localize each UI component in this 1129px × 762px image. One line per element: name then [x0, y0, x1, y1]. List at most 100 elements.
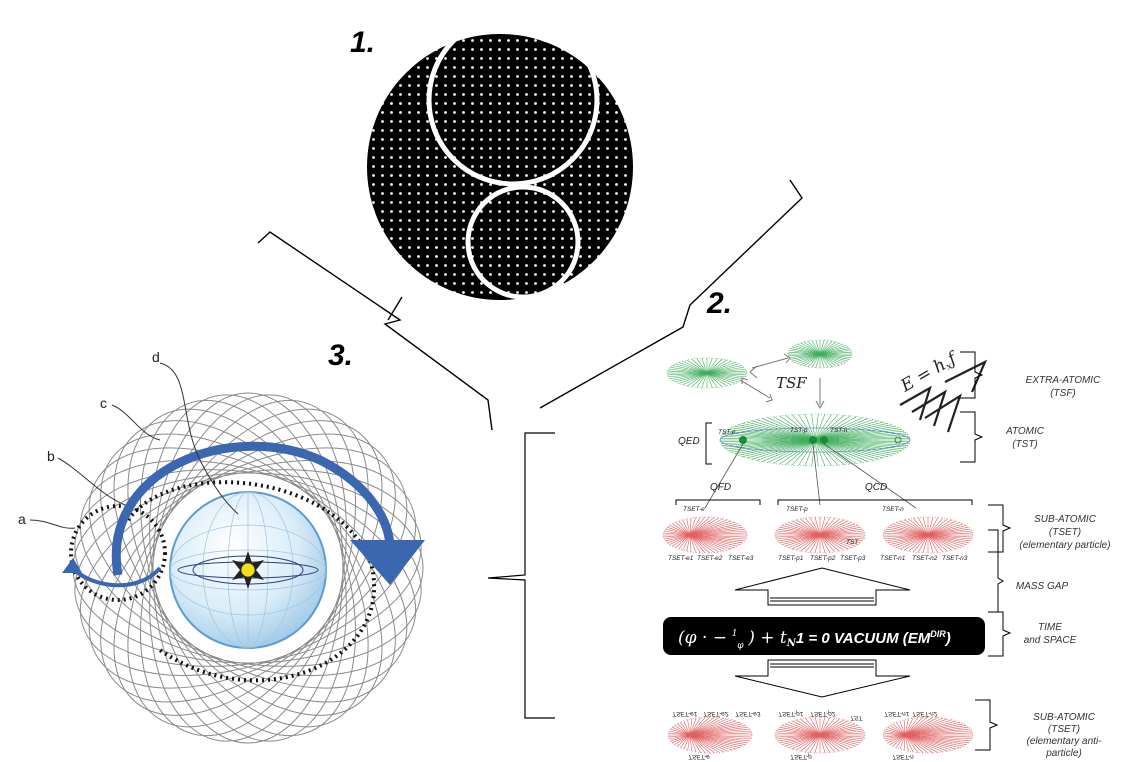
- blue-arrow-large: [350, 540, 425, 585]
- bracket-mass-gap: [988, 529, 1004, 613]
- tset-n3: TSET-n3: [942, 555, 968, 562]
- anti-particle-labels: TSET-e1 TSET-e2 TSET-e3 TSET-p1 TSET-p2 …: [672, 710, 938, 760]
- leader-c: [111, 404, 161, 441]
- tsf-fields: [666, 339, 853, 389]
- tset-n-label: TSET-n: [882, 506, 904, 513]
- formula-sup: DIR: [930, 629, 946, 639]
- tst-e-label: TST-e: [718, 429, 736, 436]
- panel-3: 3.: [18, 339, 425, 744]
- sun-icon: [232, 551, 264, 589]
- panel-2-number: 2.: [706, 287, 732, 320]
- label-b: b: [47, 448, 55, 464]
- spirograph-ring: [100, 433, 396, 703]
- svg-text:TSET-e1: TSET-e1: [672, 710, 698, 717]
- spirograph-ring: [149, 394, 347, 742]
- small-dotted-orbit: [69, 504, 167, 602]
- leader-b: [57, 457, 126, 506]
- formula-end: ): [944, 630, 951, 647]
- dotted-disc: [367, 34, 633, 300]
- atomic-orbit: [719, 427, 911, 453]
- label-leaders: [29, 362, 239, 529]
- sub-atomic-label: SUB-ATOMIC (TSET) (elementary particle): [1019, 514, 1110, 551]
- panel-1: 1.: [350, 13, 633, 300]
- svg-text:TSET-e2: TSET-e2: [703, 710, 729, 717]
- atomic-label: ATOMIC (TST): [1005, 426, 1045, 450]
- blue-arc: [111, 441, 395, 576]
- formula-frac-den: φ: [737, 641, 744, 651]
- tset-n2: TSET-n2: [912, 555, 938, 562]
- formula-mid: ) + t: [747, 628, 787, 648]
- spirograph-ring: [74, 469, 422, 667]
- tset-p2: TSET-p2: [810, 555, 836, 562]
- tsf-field-left: [666, 357, 748, 389]
- tst-inner-label: TST: [846, 539, 859, 546]
- qcd-label: QCD: [865, 482, 887, 493]
- tset-e-label: TSET-e: [683, 506, 705, 513]
- leader-a: [29, 519, 76, 529]
- svg-text:TSET-p: TSET-p: [790, 753, 812, 760]
- vacuum-formula-box: [663, 617, 985, 655]
- tset-p1: TSET-p1: [778, 555, 804, 562]
- bracket-extra-atomic: [960, 351, 984, 399]
- decay-arrows: [704, 443, 917, 509]
- right-brackets: [960, 351, 1012, 751]
- sub-atomic-anti-label: SUB-ATOMIC (TSET) (elementary anti-particl…: [1026, 712, 1102, 759]
- blue-arrow-small: [62, 558, 82, 573]
- spirograph-ring: [127, 408, 369, 728]
- panel-1-number: 1.: [350, 26, 375, 59]
- qed-bracket: [705, 422, 712, 465]
- time-space-label: TIME and SPACE: [1024, 622, 1077, 646]
- svg-text:TSET-n2: TSET-n2: [912, 710, 938, 717]
- tst-n-label: TST-n: [830, 427, 848, 434]
- panel-2: 2. TSF E = hxf: [487, 287, 1111, 760]
- spirograph-ring: [152, 392, 344, 744]
- svg-text:TSET-p1: TSET-p1: [778, 710, 804, 717]
- down-arrow: [734, 659, 911, 698]
- extra-atomic-label: EXTRA-ATOMIC (TSF): [1026, 375, 1101, 399]
- small-inner-circle: [465, 184, 581, 300]
- connecting-braces: [257, 179, 803, 431]
- sub-atomic-fields: [662, 516, 974, 554]
- anti-p-field: [774, 716, 866, 754]
- outer-dot: [894, 436, 902, 444]
- mass-gap-arrows: [734, 567, 911, 698]
- panel-3-number: 3.: [328, 339, 353, 372]
- spirograph-ring: [140, 399, 356, 737]
- svg-text:TSET-n1: TSET-n1: [884, 710, 910, 717]
- panel-2-brace: [487, 432, 555, 719]
- tset-p-label: TSET-p: [786, 506, 808, 513]
- mass-gap-label: MASS GAP: [1016, 581, 1069, 592]
- spirograph-ring: [127, 408, 369, 728]
- tset-e2: TSET-e2: [697, 555, 723, 562]
- spirograph-rings: [72, 392, 424, 744]
- label-c: c: [100, 395, 107, 411]
- large-inner-circle: [426, 13, 600, 187]
- anti-particle-fields: [667, 716, 974, 754]
- proton-dot: [809, 436, 817, 444]
- bracket-anti: [975, 699, 999, 751]
- qed-label: QED: [678, 436, 700, 447]
- bracket-atomic: [960, 411, 984, 463]
- qfd-label: QFD: [710, 482, 731, 493]
- tset-n-field: [882, 516, 974, 554]
- tsf-label: TSF: [776, 374, 807, 392]
- svg-text:TSET-e: TSET-e: [688, 753, 710, 760]
- spirograph-ring: [113, 420, 383, 716]
- tsf-arrows: [739, 353, 825, 410]
- tset-e1: TSET-e1: [668, 555, 694, 562]
- blue-small-arc: [70, 566, 162, 588]
- tst-p-label: TST-p: [790, 427, 808, 434]
- svg-text:TST: TST: [850, 714, 863, 721]
- spirograph-ring: [100, 433, 396, 703]
- energy-equation: E = hxf: [897, 347, 988, 433]
- bracket-time-space: [988, 611, 1012, 657]
- formula-sub: N: [786, 638, 797, 649]
- tset-e3: TSET-e3: [728, 555, 754, 562]
- qfd-bracket: [675, 499, 761, 505]
- energy-sub: x: [944, 360, 955, 373]
- vacuum-formula: (φ · − 1 φ ) + tN1 = 0 VACUUM (EMDIR): [678, 621, 951, 652]
- energy-e: E = h: [897, 355, 950, 397]
- spirograph-ring: [149, 394, 347, 742]
- anti-e-field: [667, 716, 753, 754]
